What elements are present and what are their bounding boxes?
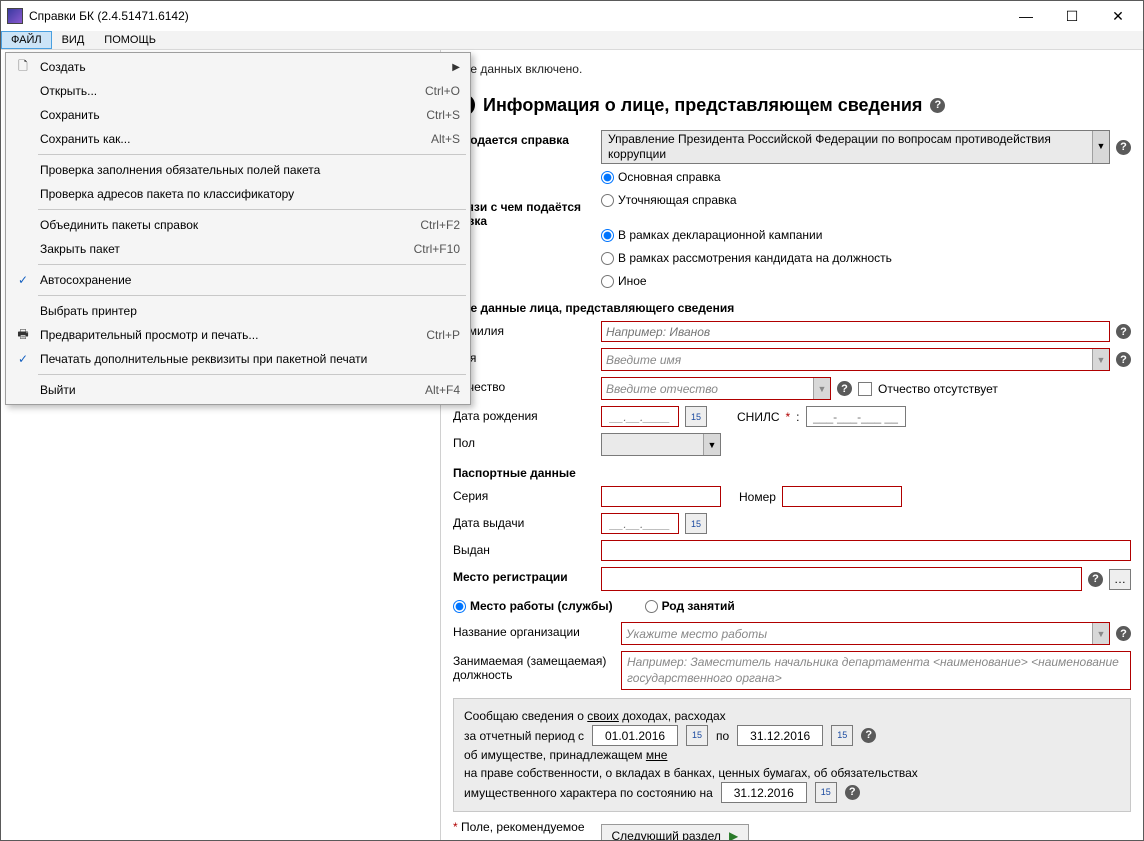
window-title: Справки БК (2.4.51471.6142) [29,9,1003,23]
snils-input[interactable] [806,406,906,427]
radio-cand[interactable]: В рамках рассмотрения кандидата на должн… [601,251,892,265]
help-icon[interactable]: ? [1116,140,1131,155]
position-input[interactable]: Например: Заместитель начальника департа… [621,651,1131,690]
help-icon[interactable]: ? [845,785,860,800]
menu-item-save[interactable]: СохранитьCtrl+S [8,103,468,127]
radio-main[interactable]: Основная справка [601,170,721,184]
radio-other[interactable]: Иное [601,274,647,288]
calendar-icon[interactable]: 15 [686,725,708,746]
menu-view[interactable]: ВИД [52,31,95,49]
autosave-banner: ние данных включено. [453,56,1131,90]
passport-series-input[interactable] [601,486,721,507]
app-window: Справки БК (2.4.51471.6142) — ☐ ✕ ФАЙЛ В… [0,0,1144,841]
menu-item-close-package[interactable]: Закрыть пакетCtrl+F10 [8,237,468,261]
menu-item-merge[interactable]: Объединить пакеты справокCtrl+F2 [8,213,468,237]
menu-item-create[interactable]: 🗋Создать▶ [8,55,468,79]
section-personal: ные данные лица, представляющего сведени… [453,301,1131,315]
file-menu-popup: 🗋Создать▶ Открыть...Ctrl+O СохранитьCtrl… [5,52,471,405]
menu-item-print-extra[interactable]: ✓Печатать дополнительные реквизиты при п… [8,347,468,371]
close-button[interactable]: ✕ [1095,1,1141,31]
menu-file[interactable]: ФАЙЛ [1,31,52,49]
menu-item-preview[interactable]: 🖶Предварительный просмотр и печать...Ctr… [8,323,468,347]
label-registration: Место регистрации [453,567,593,584]
menu-item-saveas[interactable]: Сохранить как...Alt+S [8,127,468,151]
target-combo[interactable]: Управление Президента Российской Федерац… [601,130,1110,164]
next-section-button[interactable]: Следующий раздел▶ [601,824,750,840]
menu-item-printer[interactable]: Выбрать принтер [8,299,468,323]
patronymic-input[interactable]: Введите отчество▼ [601,377,831,400]
help-icon[interactable]: ? [861,728,876,743]
help-icon[interactable]: ? [1116,324,1131,339]
radio-decl[interactable]: В рамках декларационной кампании [601,228,822,242]
no-patronymic-checkbox[interactable] [858,382,872,396]
period-from-input[interactable] [592,725,678,746]
check-icon: ✓ [12,352,34,366]
help-icon[interactable]: ? [837,381,852,396]
help-icon[interactable]: ? [1116,626,1131,641]
section-passport: Паспортные данные [453,466,1131,480]
label-target: а подается справка [453,130,593,147]
radio-workplace[interactable]: Место работы (службы) [453,599,613,613]
issue-date-input[interactable] [601,513,679,534]
help-icon[interactable]: ? [1088,572,1103,587]
dob-input[interactable] [601,406,679,427]
titlebar: Справки БК (2.4.51471.6142) — ☐ ✕ [1,1,1143,31]
radio-occupation[interactable]: Род занятий [645,599,735,613]
period-to-input[interactable] [737,725,823,746]
help-icon[interactable]: ? [930,98,945,113]
declaration-footer: Сообщаю сведения о своих доходах, расход… [453,698,1131,812]
main-panel: ние данных включено. i Информация о лице… [441,50,1143,840]
help-icon[interactable]: ? [1116,352,1131,367]
calendar-icon[interactable]: 15 [685,406,707,427]
asof-date-input[interactable] [721,782,807,803]
firstname-input[interactable]: Введите имя▼ [601,348,1110,371]
menu-item-exit[interactable]: ВыйтиAlt+F4 [8,378,468,402]
menu-item-autosave[interactable]: ✓Автосохранение [8,268,468,292]
menubar: ФАЙЛ ВИД ПОМОЩЬ [1,31,1143,50]
maximize-button[interactable]: ☐ [1049,1,1095,31]
org-input[interactable]: Укажите место работы▼ [621,622,1110,645]
sex-combo[interactable]: ▼ [601,433,721,456]
browse-button[interactable]: … [1109,569,1131,590]
issued-by-input[interactable] [601,540,1131,561]
check-icon: ✓ [12,273,34,287]
menu-help[interactable]: ПОМОЩЬ [94,31,166,49]
lastname-input[interactable] [601,321,1110,342]
page-title: Информация о лице, представляющем сведен… [483,95,922,116]
menu-item-check-fields[interactable]: Проверка заполнения обязательных полей п… [8,158,468,182]
menu-item-check-addr[interactable]: Проверка адресов пакета по классификатор… [8,182,468,206]
calendar-icon[interactable]: 15 [815,782,837,803]
calendar-icon[interactable]: 15 [831,725,853,746]
radio-clarify[interactable]: Уточняющая справка [601,193,737,207]
registration-input[interactable] [601,567,1082,591]
label-reason: связи с чем подаётся равка [453,170,593,228]
print-icon: 🖶 [12,325,34,346]
calendar-icon[interactable]: 15 [685,513,707,534]
menu-item-open[interactable]: Открыть...Ctrl+O [8,79,468,103]
passport-number-input[interactable] [782,486,902,507]
minimize-button[interactable]: — [1003,1,1049,31]
new-icon: 🗋 [12,57,34,78]
app-icon [7,8,23,24]
